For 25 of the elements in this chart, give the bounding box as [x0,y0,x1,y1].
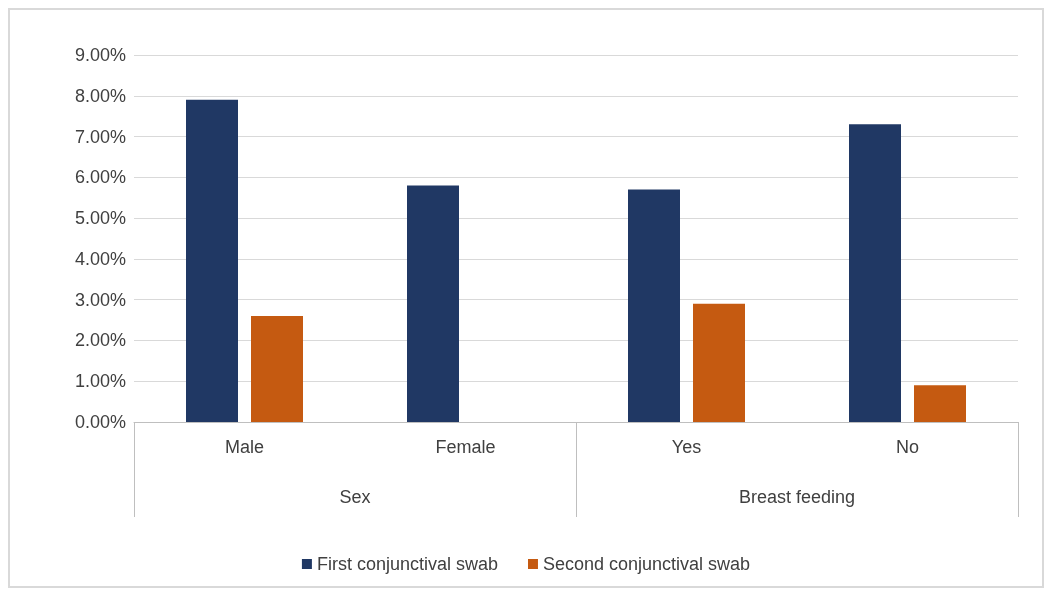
legend-label: First conjunctival swab [316,554,498,574]
y-tick-label: 5.00% [74,208,126,229]
bar [628,189,680,422]
x-tick-label: No [895,437,920,457]
x-tick-label: Male [224,437,265,457]
y-tick-label: 6.00% [74,167,126,188]
y-tick-label: 8.00% [74,85,126,106]
bar [693,303,745,422]
y-tick-label: 4.00% [74,248,126,269]
y-tick-label: 3.00% [74,289,126,310]
y-tick-label: 9.00% [74,45,126,65]
x-tick-label: Female [435,437,496,457]
bar [914,385,966,422]
text: Breast feeding [738,487,856,507]
x-tick-label: Yes [671,437,702,457]
y-tick-label: 1.00% [74,371,126,392]
bar [407,185,459,422]
bar [251,315,303,422]
y-tick-label: 0.00% [74,412,126,432]
text: Sex [339,487,371,507]
y-tick-label: 7.00% [74,126,126,147]
bar [186,99,238,422]
legend-label: Second conjunctival swab [542,554,751,574]
bar [849,124,901,422]
y-tick-label: 2.00% [74,330,126,351]
